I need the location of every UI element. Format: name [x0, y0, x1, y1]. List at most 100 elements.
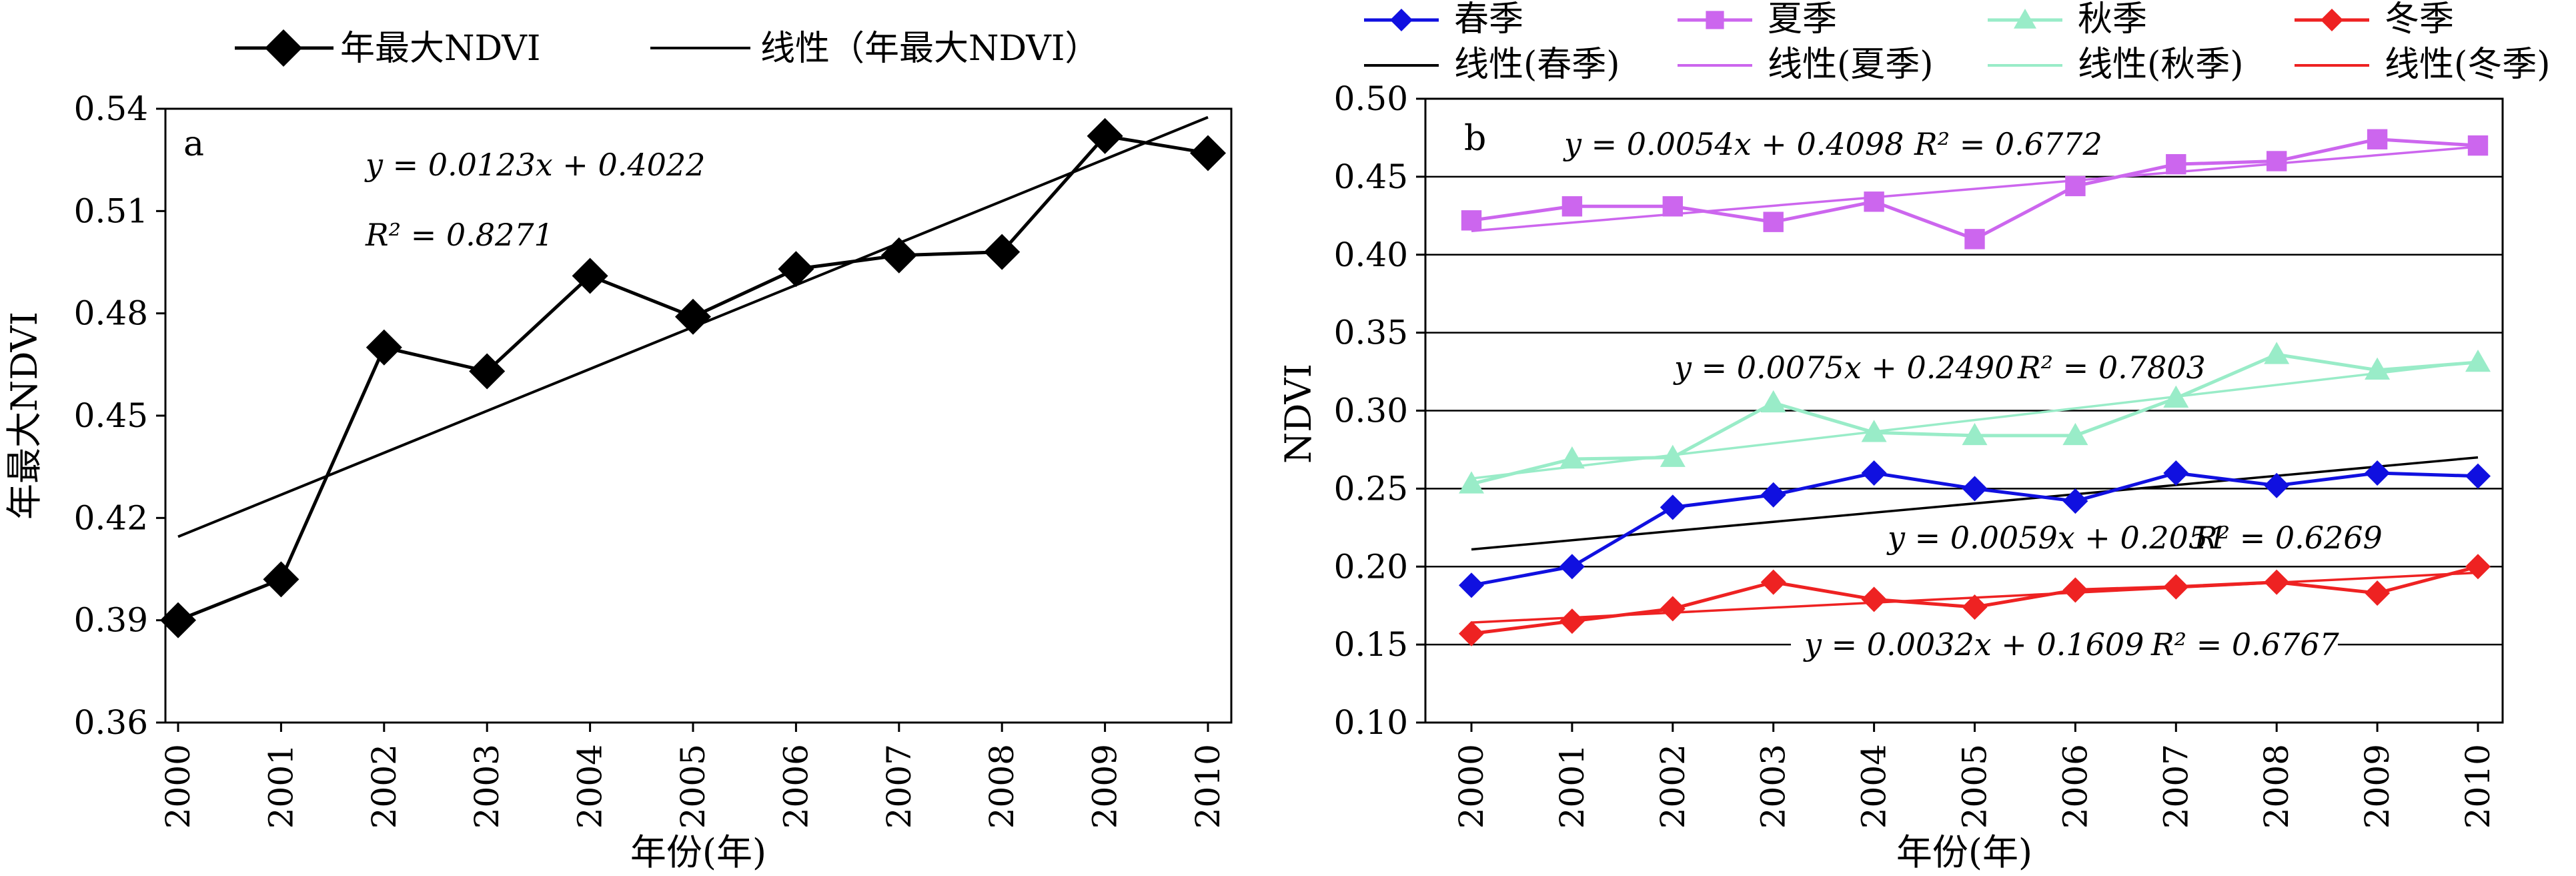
x-tick-label-b: 2004: [1855, 744, 1894, 829]
chart-a: 0.36 0.39 0.42 0.45 0.48 0.51 0.54 2000 2001 2002…: [3, 29, 1233, 873]
legend-label-b: 秋季: [2078, 0, 2147, 39]
data-point-a: [1190, 135, 1226, 171]
data-point-b: [2163, 385, 2189, 408]
equation-b: y = 0.0059x + 0.2051: [1886, 520, 2227, 556]
data-point-b: [2267, 151, 2287, 171]
legend-label-b: 夏季: [1768, 0, 1837, 39]
data-point-a: [160, 602, 196, 638]
x-tick-label-b: 2009: [2358, 744, 2397, 829]
y-tick-label-b: 0.40: [1334, 236, 1408, 274]
data-point-b: [1559, 446, 1585, 469]
x-tick-label-b: 2006: [2056, 744, 2094, 829]
panel-label-b: b: [1464, 119, 1486, 159]
y-tick-label-b: 0.20: [1334, 547, 1408, 586]
r2-b: R² = 0.6269: [2194, 520, 2383, 556]
data-point-b: [2264, 342, 2290, 364]
y-tick-label-b: 0.30: [1334, 392, 1408, 430]
y-tick-label-a: 0.48: [74, 294, 148, 333]
x-tick-label-a: 2004: [571, 744, 610, 829]
x-tick-label-b: 2010: [2459, 744, 2497, 829]
legend-marker-b: [2014, 9, 2036, 29]
data-point-b: [2163, 460, 2189, 486]
data-point-b: [2365, 580, 2391, 606]
panel-label-a: a: [183, 124, 204, 164]
x-axis-title-a: 年份(年): [630, 831, 766, 873]
data-point-b: [2467, 135, 2489, 156]
data-point-b: [1760, 482, 1786, 508]
data-point-a: [1087, 117, 1123, 154]
data-point-b: [1861, 460, 1887, 486]
y-tick-label-a: 0.42: [74, 498, 148, 537]
data-point-b: [1861, 420, 1887, 442]
y-tick-label-b: 0.10: [1334, 703, 1408, 742]
y-tick-label-b: 0.25: [1334, 469, 1408, 508]
data-point-b: [1964, 229, 1985, 250]
x-tick-label-a: 2005: [674, 744, 712, 829]
legend-marker-b: [2321, 9, 2343, 31]
data-point-b: [2465, 463, 2491, 489]
data-point-b: [1864, 191, 1884, 212]
equation-a: y = 0.0123x + 0.4022: [364, 147, 705, 183]
chart-b: 0.10 0.15 0.20 0.25 0.30 0.35 0.40 0.45 0.50 2000…: [1277, 0, 2551, 873]
data-point-b: [1459, 572, 1484, 598]
data-point-b: [1559, 608, 1585, 634]
legend-trend-label-a: 线性（年最大NDVI）: [760, 29, 1099, 69]
data-point-b: [2062, 577, 2088, 603]
y-tick-label-a: 0.51: [74, 191, 148, 230]
x-tick-label-a: 2009: [1086, 744, 1125, 829]
y-tick-label-b: 0.35: [1334, 314, 1408, 352]
data-point-b: [1660, 596, 1686, 622]
data-point-b: [1760, 390, 1786, 413]
x-tick-label-b: 2000: [1452, 744, 1491, 829]
x-tick-label-a: 2003: [468, 744, 506, 829]
equation-b: y = 0.0054x + 0.4098: [1563, 126, 1904, 162]
x-tick-label-a: 2002: [365, 744, 404, 829]
x-tick-label-a: 2001: [261, 744, 300, 829]
x-tick-label-b: 2003: [1754, 744, 1793, 829]
y-axis-title-b: NDVI: [1277, 364, 1319, 464]
y-tick-label-b: 0.45: [1334, 157, 1408, 196]
legend-marker-b: [1390, 9, 1413, 31]
equation-b: y = 0.0032x + 0.1609: [1803, 626, 2144, 663]
r2-b: R² = 0.6772: [1914, 126, 2102, 162]
data-point-b: [2465, 350, 2491, 372]
data-point-b: [1459, 471, 1484, 494]
legend-trend-label-b: 线性(夏季): [1768, 45, 1934, 85]
data-point-a: [778, 251, 814, 288]
legend-trend-label-b: 线性(冬季): [2385, 45, 2551, 85]
data-point-b: [1660, 444, 1686, 467]
x-tick-label-a: 2008: [983, 744, 1021, 829]
legend-marker-a: [265, 29, 302, 67]
data-point-b: [2062, 488, 2088, 514]
data-point-a: [469, 353, 506, 390]
data-point-b: [1962, 422, 1988, 446]
y-axis-title-a: 年最大NDVI: [3, 312, 45, 520]
legend-trend-label-b: 线性(春季): [1454, 45, 1620, 85]
x-axis-title-b: 年份(年): [1896, 831, 2032, 873]
data-point-b: [1459, 620, 1484, 646]
data-point-a: [984, 234, 1021, 270]
data-point-b: [1760, 569, 1786, 595]
data-point-b: [2365, 357, 2391, 380]
r2-b: R² = 0.7803: [2017, 350, 2206, 386]
plot-area-a: [164, 107, 1233, 724]
y-tick-label-a: 0.36: [74, 703, 148, 742]
data-point-b: [1559, 554, 1585, 580]
data-point-b: [1660, 494, 1686, 520]
data-point-b: [1962, 594, 1988, 620]
data-point-b: [1561, 196, 1583, 217]
x-tick-label-b: 2001: [1553, 744, 1591, 829]
legend-label-b: 冬季: [2385, 0, 2454, 39]
data-point-b: [2365, 460, 2391, 486]
data-point-b: [1763, 211, 1784, 232]
x-tick-label-a: 2000: [159, 744, 197, 829]
y-tick-label-b: 0.50: [1334, 79, 1408, 118]
data-point-b: [2166, 153, 2186, 175]
trendline-b: [1471, 145, 2479, 232]
x-tick-label-b: 2007: [2156, 744, 2195, 829]
data-point-b: [2264, 472, 2290, 498]
x-tick-label-a: 2007: [880, 744, 918, 829]
x-tick-label-b: 2008: [2257, 744, 2296, 829]
data-point-b: [2264, 569, 2290, 595]
